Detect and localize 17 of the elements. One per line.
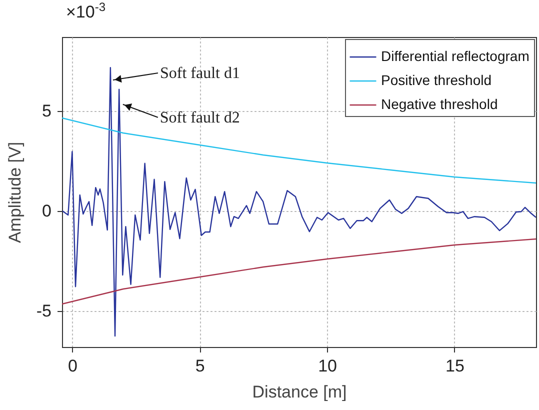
y-tick-label: 0 — [42, 202, 52, 220]
annotation: Soft fault d1 — [160, 65, 240, 82]
x-axis-title: Distance [m] — [252, 382, 347, 402]
x-tick-label: 15 — [445, 356, 464, 376]
text: ×10$^{-3}$ — [66, 0, 106, 23]
legend-label: Positive threshold — [381, 72, 492, 88]
x-tick-label: 10 — [318, 356, 337, 376]
y-tick-label: -5 — [36, 302, 52, 320]
y-tick-label: 5 — [42, 102, 52, 120]
line-series — [62, 238, 536, 305]
y-axis-title: Amplitude [V] — [5, 142, 24, 244]
x-tick-label: 5 — [195, 356, 205, 376]
x-tick-label: 0 — [68, 356, 78, 376]
legend-label: Differential reflectogram — [381, 48, 530, 64]
annotation: Soft fault d2 — [160, 109, 240, 126]
legend-label: Negative threshold — [381, 96, 498, 112]
line-series — [62, 67, 536, 337]
